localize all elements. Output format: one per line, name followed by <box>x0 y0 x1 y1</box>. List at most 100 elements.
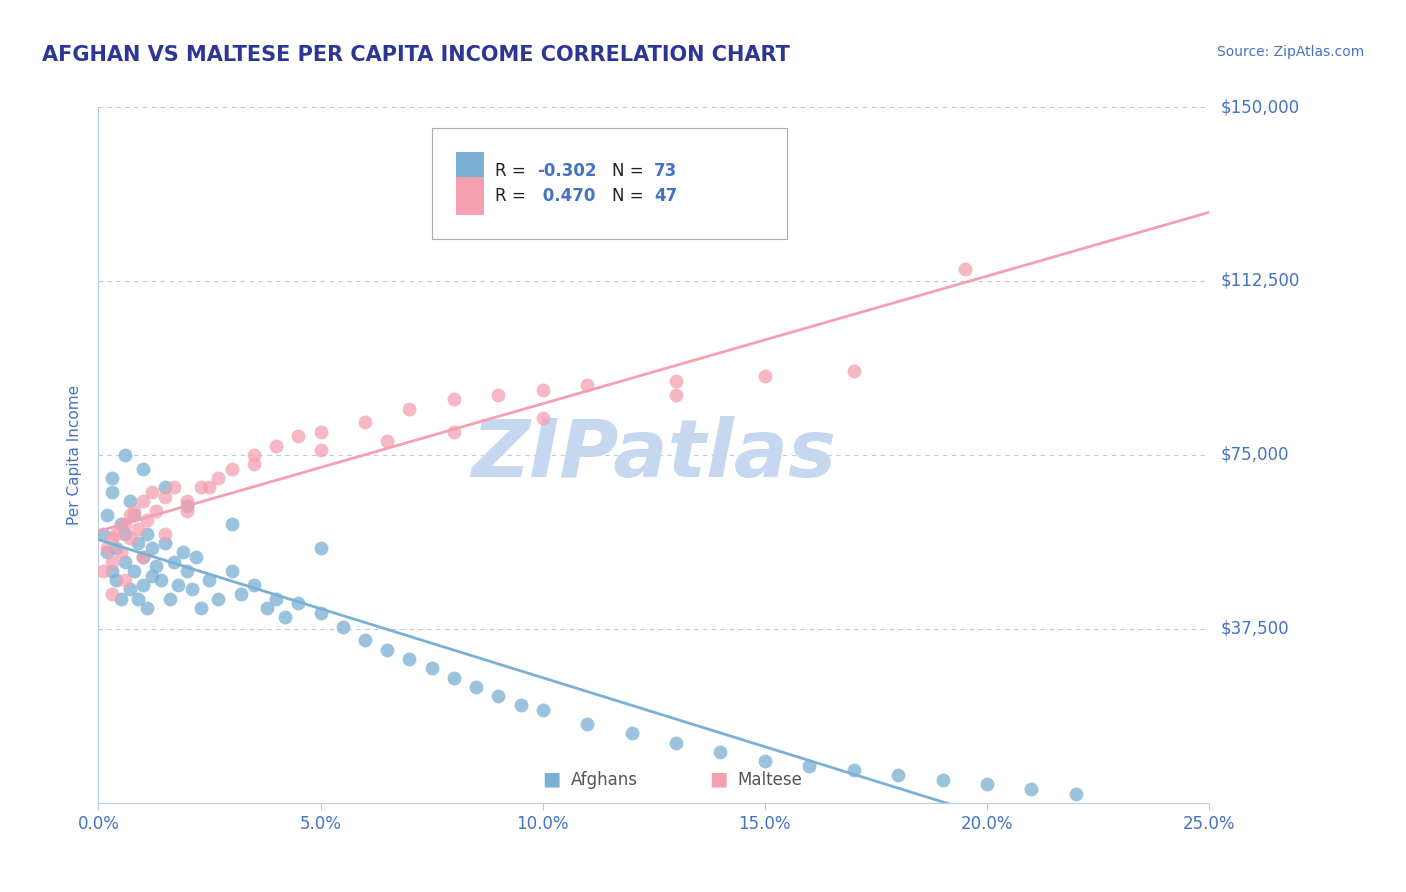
Point <box>207 471 229 485</box>
Point <box>976 777 998 791</box>
Point <box>100 485 122 500</box>
Text: N =: N = <box>612 186 648 205</box>
Point <box>149 573 172 587</box>
Point <box>159 591 181 606</box>
Bar <box>456 153 484 191</box>
Point <box>132 549 155 564</box>
Point <box>118 582 141 597</box>
Text: -0.302: -0.302 <box>537 162 596 180</box>
Point <box>118 494 141 508</box>
Point <box>110 517 132 532</box>
Point <box>136 601 159 615</box>
Point <box>486 387 509 401</box>
Point <box>1064 787 1087 801</box>
Point <box>132 549 155 564</box>
Point <box>243 448 266 462</box>
Point <box>420 661 443 675</box>
Point <box>221 517 243 532</box>
Text: R =: R = <box>495 186 531 205</box>
Point <box>105 526 128 541</box>
Point <box>153 536 176 550</box>
FancyBboxPatch shape <box>432 128 787 239</box>
Y-axis label: Per Capita Income: Per Capita Income <box>67 384 83 525</box>
Point <box>443 392 465 407</box>
Point <box>531 410 554 425</box>
Text: Afghans: Afghans <box>571 771 637 789</box>
Point <box>398 401 420 416</box>
Point <box>799 758 821 772</box>
Point <box>186 549 208 564</box>
Point <box>531 383 554 397</box>
Point <box>96 541 118 555</box>
Point <box>509 698 531 713</box>
Point <box>141 568 163 582</box>
Point <box>620 726 643 740</box>
Point <box>132 578 155 592</box>
Point <box>118 532 141 546</box>
Point <box>153 526 176 541</box>
Point <box>100 555 122 569</box>
Text: Maltese: Maltese <box>737 771 801 789</box>
Point <box>114 555 136 569</box>
Point <box>486 689 509 703</box>
Point <box>465 680 488 694</box>
Point <box>665 374 688 388</box>
Point <box>167 578 190 592</box>
Point <box>110 545 132 559</box>
Text: R =: R = <box>495 162 531 180</box>
Point <box>122 503 145 517</box>
Point <box>91 526 114 541</box>
Text: ■: ■ <box>543 770 561 789</box>
Point <box>576 378 599 392</box>
Point <box>122 564 145 578</box>
Point <box>243 578 266 592</box>
Point <box>531 703 554 717</box>
Point <box>243 457 266 471</box>
Point <box>96 545 118 559</box>
Point <box>1021 781 1043 796</box>
Point <box>145 503 167 517</box>
Bar <box>456 177 484 215</box>
Point <box>153 480 176 494</box>
Point <box>274 610 297 624</box>
Point <box>180 582 202 597</box>
Point <box>145 559 167 574</box>
Point <box>354 416 377 430</box>
Point <box>665 387 688 401</box>
Point <box>264 591 287 606</box>
Text: N =: N = <box>612 162 648 180</box>
Text: $112,500: $112,500 <box>1220 272 1299 290</box>
Point <box>309 425 332 439</box>
Point <box>375 434 398 448</box>
Point <box>100 564 122 578</box>
Point <box>114 448 136 462</box>
Point <box>132 494 155 508</box>
Point <box>953 262 976 277</box>
Point <box>163 555 186 569</box>
Point <box>309 541 332 555</box>
Point <box>198 480 221 494</box>
Point <box>198 573 221 587</box>
Point <box>105 573 128 587</box>
Point <box>100 587 122 601</box>
Point <box>287 596 309 610</box>
Point <box>153 490 176 504</box>
Point <box>105 541 128 555</box>
Text: 73: 73 <box>654 162 678 180</box>
Text: ZIPatlas: ZIPatlas <box>471 416 837 494</box>
Point <box>176 499 198 513</box>
Point <box>100 471 122 485</box>
Point <box>118 508 141 523</box>
Point <box>754 754 776 768</box>
Point <box>256 601 278 615</box>
Point <box>132 462 155 476</box>
Point <box>136 513 159 527</box>
Point <box>122 508 145 523</box>
Point <box>842 364 865 378</box>
Text: 47: 47 <box>654 186 678 205</box>
Point <box>114 573 136 587</box>
Text: $37,500: $37,500 <box>1220 620 1289 638</box>
Text: 0.470: 0.470 <box>537 186 596 205</box>
Point <box>176 494 198 508</box>
Point <box>96 508 118 523</box>
